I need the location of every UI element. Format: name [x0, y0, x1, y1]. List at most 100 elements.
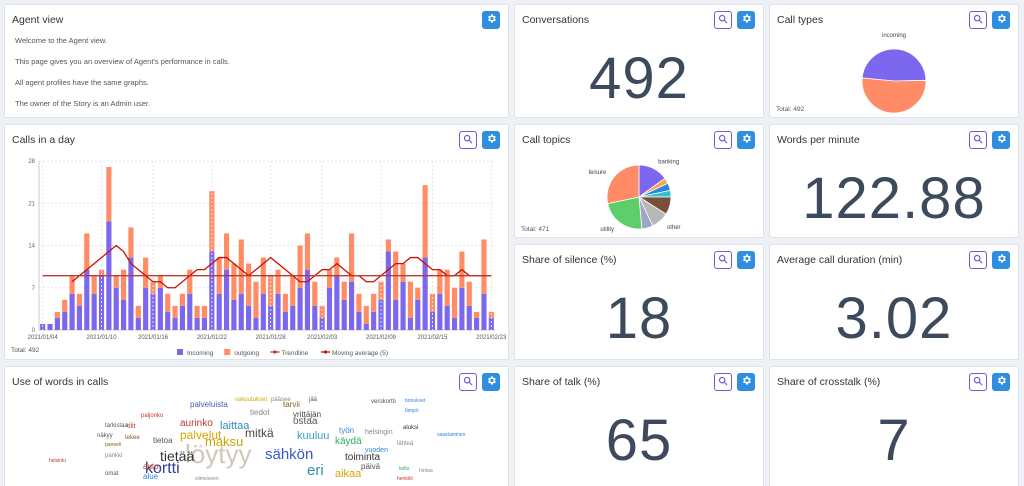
search-icon: [973, 251, 983, 269]
incoming-bar: [47, 323, 53, 330]
incoming-bar: [488, 317, 494, 330]
y-tick-label: 14: [28, 244, 35, 250]
word-cloud-word: auto: [143, 462, 159, 471]
outgoing-bar: [135, 305, 141, 318]
word-cloud-word: löytyy: [185, 439, 252, 469]
call-topics-search-button[interactable]: [714, 131, 732, 149]
legend-label: Incoming: [187, 350, 214, 357]
incoming-bar: [76, 305, 83, 330]
incoming-bar: [415, 299, 421, 330]
incoming-bar: [172, 317, 178, 330]
search-icon: [973, 131, 983, 149]
incoming-bar: [304, 269, 311, 330]
calls-in-a-day-card: Calls in a day 0 7 14 21 28 2021/01/04 2021/01…: [4, 124, 509, 360]
conversations-card: Conversations 492: [514, 4, 764, 118]
outgoing-bar: [312, 281, 318, 306]
outgoing-bar: [91, 275, 97, 294]
search-icon: [718, 373, 728, 391]
outgoing-bar: [290, 275, 296, 306]
legend-label: Moving average (5): [332, 350, 388, 357]
call-topics-total: Total: 471: [521, 226, 550, 233]
pie-label: other: [667, 225, 681, 231]
share-of-crosstalk-settings-button[interactable]: [992, 373, 1010, 391]
call-types-settings-button[interactable]: [992, 11, 1010, 29]
legend-marker: [273, 350, 277, 354]
words-per-minute-settings-button[interactable]: [992, 131, 1010, 149]
legend-label: outgoing: [234, 350, 259, 357]
agent-view-settings-button[interactable]: [482, 11, 500, 29]
use-of-words-search-button[interactable]: [459, 373, 477, 391]
outgoing-bar: [187, 269, 193, 294]
word-cloud-word: paneeli: [105, 442, 122, 448]
word-cloud-word: vakuutukset: [235, 397, 268, 403]
incoming-bar: [466, 305, 472, 330]
outgoing-bar: [451, 287, 458, 318]
share-of-crosstalk-search-button[interactable]: [969, 373, 987, 391]
share-of-silence-value: 18: [605, 286, 673, 351]
agent-view-intro: Welcome to the Agent view. This page giv…: [15, 36, 230, 117]
outgoing-bar: [304, 233, 311, 270]
y-tick-label: 28: [28, 159, 35, 165]
words-per-minute-value: 122.88: [802, 166, 986, 231]
words-per-minute-card: Words per minute 122.88: [769, 124, 1019, 238]
y-tick-label: 0: [32, 328, 36, 334]
search-icon: [973, 11, 983, 29]
incoming-bar: [275, 293, 281, 330]
conversations-value: 492: [589, 46, 689, 111]
call-topics-settings-button[interactable]: [737, 131, 755, 149]
gear-icon: [741, 131, 752, 149]
word-cloud-word: kuuluu: [297, 430, 330, 442]
outgoing-bar: [341, 281, 347, 300]
gear-icon: [486, 373, 497, 391]
incoming-bar: [356, 311, 362, 330]
incoming-bar: [253, 317, 259, 330]
calls-in-a-day-search-button[interactable]: [459, 131, 477, 149]
word-cloud-word: tietoa: [153, 436, 173, 445]
word-cloud-word: pääsee: [271, 397, 291, 403]
words-per-minute-search-button[interactable]: [969, 131, 987, 149]
incoming-bar: [260, 293, 266, 330]
word-cloud-word: tarkistaa: [105, 423, 128, 429]
outgoing-bar: [165, 293, 171, 312]
conversations-search-button[interactable]: [714, 11, 732, 29]
share-of-talk-search-button[interactable]: [714, 373, 732, 391]
calls-in-a-day-settings-button[interactable]: [482, 131, 500, 149]
word-cloud-word: viimeiseen: [195, 476, 219, 482]
share-of-silence-search-button[interactable]: [714, 251, 732, 269]
avg-call-duration-title: Average call duration (min): [777, 254, 903, 266]
call-types-search-button[interactable]: [969, 11, 987, 29]
legend-swatch: [177, 349, 183, 355]
incoming-bar: [422, 257, 428, 330]
incoming-bar: [451, 317, 458, 330]
incoming-bar: [54, 317, 60, 330]
word-cloud-word: eri: [307, 462, 324, 479]
conversations-settings-button[interactable]: [737, 11, 755, 29]
share-of-silence-settings-button[interactable]: [737, 251, 755, 269]
share-of-crosstalk-title: Share of crosstalk (%): [777, 376, 881, 388]
avg-call-duration-search-button[interactable]: [969, 251, 987, 269]
word-cloud-word: tietää: [160, 448, 195, 464]
incoming-bar: [194, 317, 200, 330]
word-cloud-word: kello: [399, 466, 410, 472]
use-of-words-settings-button[interactable]: [482, 373, 500, 391]
x-tick-label: 2021/01/22: [197, 335, 228, 341]
avg-call-duration-settings-button[interactable]: [992, 251, 1010, 269]
outgoing-bar: [223, 233, 230, 270]
outgoing-bar: [385, 239, 391, 252]
x-tick-label: 2021/01/28: [256, 335, 287, 341]
incoming-bar: [297, 287, 303, 330]
incoming-bar: [385, 251, 391, 330]
incoming-bar: [400, 281, 406, 330]
outgoing-bar: [253, 281, 259, 318]
x-tick-label: 2021/02/23: [476, 335, 507, 341]
incoming-bar: [349, 281, 355, 330]
incoming-bar: [91, 293, 97, 330]
incoming-bar: [393, 299, 399, 330]
incoming-bar: [201, 317, 208, 330]
gear-icon: [486, 131, 497, 149]
outgoing-bar: [121, 269, 127, 300]
share-of-talk-settings-button[interactable]: [737, 373, 755, 391]
outgoing-bar: [113, 275, 119, 288]
word-cloud-word: yrittäjän: [293, 410, 322, 419]
x-tick-label: 2021/02/03: [307, 335, 338, 341]
